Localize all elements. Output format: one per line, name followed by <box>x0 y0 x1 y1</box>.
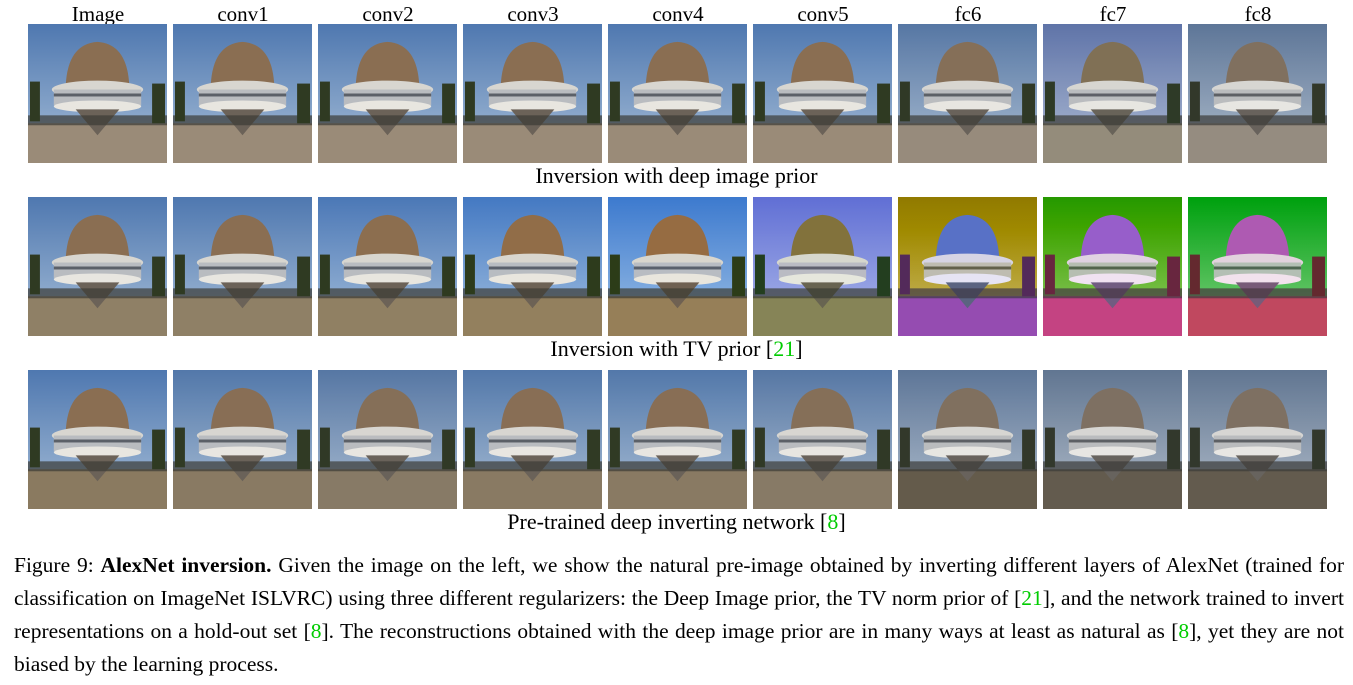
tile-deep-image-prior-fc7 <box>1043 24 1182 163</box>
row-caption-tv-prior: Inversion with TV prior [21] <box>0 336 1353 362</box>
tile-tv-prior-fc7 <box>1043 197 1182 336</box>
tile-deep-image-prior-conv5 <box>753 24 892 163</box>
citation-link[interactable]: 8 <box>827 509 839 534</box>
row-caption-end: ] <box>838 509 846 534</box>
row-caption-deep-image-prior: Inversion with deep image prior <box>0 163 1353 189</box>
tile-tv-prior-fc8 <box>1188 197 1327 336</box>
caption-text: Given the image on the left, we show the… <box>14 553 1345 610</box>
tile-pretrained-network-conv4 <box>608 370 747 509</box>
col-header-fc6: fc6 <box>954 2 982 26</box>
tile-pretrained-network-fc8 <box>1188 370 1327 509</box>
tile-pretrained-network-conv5 <box>753 370 892 509</box>
tile-tv-prior-conv4 <box>608 197 747 336</box>
figure-title: AlexNet inversion. <box>100 553 272 577</box>
tile-tv-prior-conv1 <box>173 197 312 336</box>
col-header-fc8: fc8 <box>1244 2 1272 26</box>
caption-text: ], yet they are not biased by the learni… <box>14 619 1344 676</box>
col-header-conv4: conv4 <box>652 2 704 26</box>
tile-tv-prior-conv3 <box>463 197 602 336</box>
tile-pretrained-network-fc6 <box>898 370 1037 509</box>
tile-deep-image-prior-conv3 <box>463 24 602 163</box>
tile-deep-image-prior-conv2 <box>318 24 457 163</box>
tile-tv-prior-conv5 <box>753 197 892 336</box>
caption-text: ], and the network trained to invert rep… <box>14 586 1344 643</box>
col-header-conv5: conv5 <box>797 2 849 26</box>
citation-link[interactable]: 8 <box>1178 619 1190 643</box>
tile-tv-prior-conv2 <box>318 197 457 336</box>
row-caption-text: Inversion with TV prior [ <box>550 336 774 361</box>
col-header-conv1: conv1 <box>217 2 269 26</box>
tile-tv-prior-fc6 <box>898 197 1037 336</box>
col-header-conv2: conv2 <box>362 2 414 26</box>
row-caption-end: ] <box>795 336 803 361</box>
tile-pretrained-network-conv1 <box>173 370 312 509</box>
tile-pretrained-network-image <box>28 370 167 509</box>
tile-deep-image-prior-fc8 <box>1188 24 1327 163</box>
caption-text: ]. The reconstructions obtained with the… <box>321 619 1179 643</box>
row-caption-text: Pre-trained deep inverting network [ <box>507 509 828 534</box>
tile-tv-prior-image <box>28 197 167 336</box>
tile-deep-image-prior-conv1 <box>173 24 312 163</box>
figure-label: Figure 9: <box>14 553 94 577</box>
figure-caption: Figure 9: AlexNet inversion. Given the i… <box>14 549 1344 681</box>
tile-pretrained-network-conv3 <box>463 370 602 509</box>
col-header-fc7: fc7 <box>1099 2 1127 26</box>
citation-link[interactable]: 8 <box>310 619 322 643</box>
row-caption-text: Inversion with deep image prior <box>535 163 818 188</box>
col-header-image: Image <box>71 2 125 26</box>
tile-deep-image-prior-image <box>28 24 167 163</box>
row-caption-pretrained-network: Pre-trained deep inverting network [8] <box>0 509 1353 535</box>
tile-pretrained-network-fc7 <box>1043 370 1182 509</box>
col-header-conv3: conv3 <box>507 2 559 26</box>
tile-pretrained-network-conv2 <box>318 370 457 509</box>
citation-link[interactable]: 21 <box>1021 586 1043 610</box>
tile-deep-image-prior-fc6 <box>898 24 1037 163</box>
citation-link[interactable]: 21 <box>773 336 796 361</box>
tile-deep-image-prior-conv4 <box>608 24 747 163</box>
